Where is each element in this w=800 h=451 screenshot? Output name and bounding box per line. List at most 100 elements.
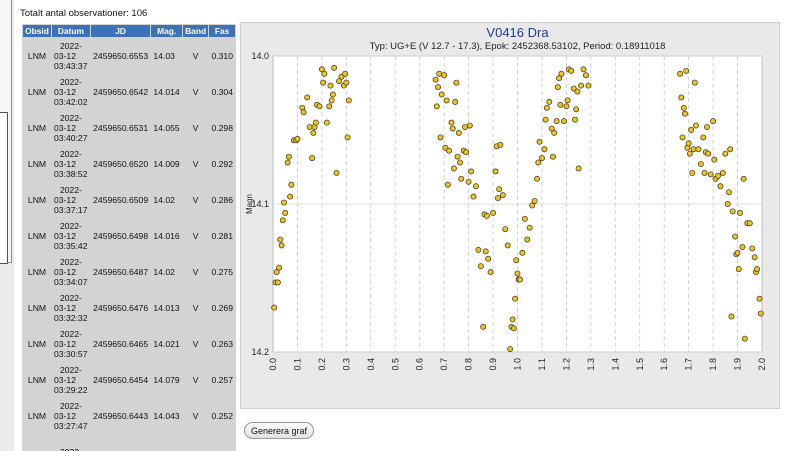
data-point: [514, 270, 521, 277]
data-point: [448, 119, 455, 126]
data-point: [490, 209, 496, 216]
column-header-jd[interactable]: JD: [90, 25, 151, 37]
generate-graph-button[interactable]: Generera graf: [244, 422, 314, 439]
cell-datum-line: 03-12: [54, 86, 76, 97]
data-point: [450, 165, 457, 172]
cell-obsid: LNM: [23, 38, 52, 73]
data-point: [705, 150, 712, 157]
data-point: [678, 94, 685, 101]
cell-datum-line: 03-12: [54, 410, 76, 421]
data-point: [719, 169, 726, 176]
y-axis-label: Magn: [245, 194, 254, 214]
data-point: [732, 233, 739, 240]
data-point: [729, 208, 736, 215]
data-point: [287, 193, 294, 200]
data-point: [534, 175, 541, 182]
cell-datum: 2022- 03-12 03:38:52: [52, 146, 90, 181]
data-point: [575, 165, 582, 172]
data-point: [707, 171, 714, 178]
data-point: [504, 242, 511, 249]
data-point: [455, 130, 462, 136]
data-point: [468, 168, 474, 175]
data-point: [480, 323, 487, 330]
cell-obsid: LNM: [23, 326, 52, 361]
column-header-obsid[interactable]: Obsid: [23, 25, 52, 37]
data-point: [739, 243, 746, 250]
column-header-band[interactable]: Band: [183, 25, 209, 37]
cell-datum: 2022- 03-12 03:29:22: [52, 362, 90, 397]
data-point: [558, 70, 565, 77]
data-point: [695, 146, 702, 153]
cell-mag: 14.03: [151, 38, 182, 73]
cell-jd: 2459650.6465: [90, 326, 151, 361]
cell-datum-line: 2022-: [59, 400, 82, 411]
data-point: [331, 64, 338, 71]
data-point: [487, 269, 494, 276]
data-point: [572, 116, 578, 123]
data-point: [497, 141, 504, 148]
data-point: [279, 217, 286, 224]
observations-table-wrapper[interactable]: Obsid Datum JD Mag. Band Fas LNM 2022- 03-…: [22, 24, 236, 451]
column-header-fas[interactable]: Fas: [209, 25, 235, 37]
data-point: [677, 70, 684, 77]
data-point: [573, 106, 580, 113]
cell-fas: 0.286: [209, 182, 235, 217]
cell-band: V: [183, 290, 209, 325]
cell-mag: 14.016: [151, 218, 182, 253]
x-tick-label: 0.3: [341, 358, 351, 371]
data-point: [683, 67, 690, 74]
cell-band: V: [183, 326, 209, 361]
data-point: [344, 134, 351, 141]
left-panel-inner-frame: [0, 112, 8, 264]
data-point: [452, 98, 459, 105]
data-point: [443, 97, 450, 104]
data-point: [557, 101, 564, 108]
table-row: LNM 2022- 03-12 03:40:27 2459650.6531 14.055 V…: [23, 110, 235, 145]
cell-datum-line: 03:34:07: [54, 276, 88, 287]
cell-obsid: [23, 434, 52, 451]
data-point: [441, 72, 448, 79]
data-point: [492, 168, 499, 175]
cell-mag: [151, 434, 182, 451]
data-point: [737, 209, 743, 216]
column-header-mag[interactable]: Mag.: [151, 25, 182, 37]
cell-fas: 0.275: [209, 254, 235, 289]
x-tick-label: 0.1: [292, 358, 302, 371]
data-point: [336, 78, 342, 85]
x-tick-label: 0.0: [268, 358, 278, 371]
data-point: [689, 169, 696, 176]
cell-obsid: LNM: [23, 146, 52, 181]
cell-datum-line: 03:37:17: [54, 204, 88, 215]
data-point: [546, 98, 553, 105]
data-point: [304, 94, 311, 101]
data-point: [326, 103, 333, 110]
data-point: [294, 135, 301, 142]
data-point: [457, 159, 463, 166]
data-point: [693, 122, 699, 129]
data-point: [680, 104, 687, 111]
cell-fas: 0.310: [209, 38, 235, 73]
observation-count: Totalt antal observationer: 106: [20, 8, 148, 19]
x-tick-label: 1.9: [733, 358, 743, 371]
cell-obsid: LNM: [23, 218, 52, 253]
cell-obsid: LNM: [23, 398, 52, 433]
data-point: [756, 295, 763, 302]
data-point: [483, 212, 490, 219]
data-point: [542, 116, 549, 123]
data-point: [735, 266, 742, 273]
cell-mag: 14.009: [151, 146, 182, 181]
cell-datum: 2022- 03-12 03:34:07: [52, 254, 90, 289]
data-point: [580, 66, 587, 73]
data-point: [688, 127, 695, 133]
data-point: [458, 175, 465, 182]
data-point: [550, 153, 556, 160]
cell-datum-line: 2022-: [59, 148, 82, 159]
data-point: [679, 134, 686, 141]
cell-datum-line: 03-12: [54, 50, 76, 61]
data-point: [541, 146, 548, 153]
data-point: [543, 104, 550, 111]
data-point: [512, 295, 519, 302]
column-header-datum[interactable]: Datum: [52, 25, 90, 37]
cell-datum: 2022- 03-12 03:43:37: [52, 38, 90, 73]
